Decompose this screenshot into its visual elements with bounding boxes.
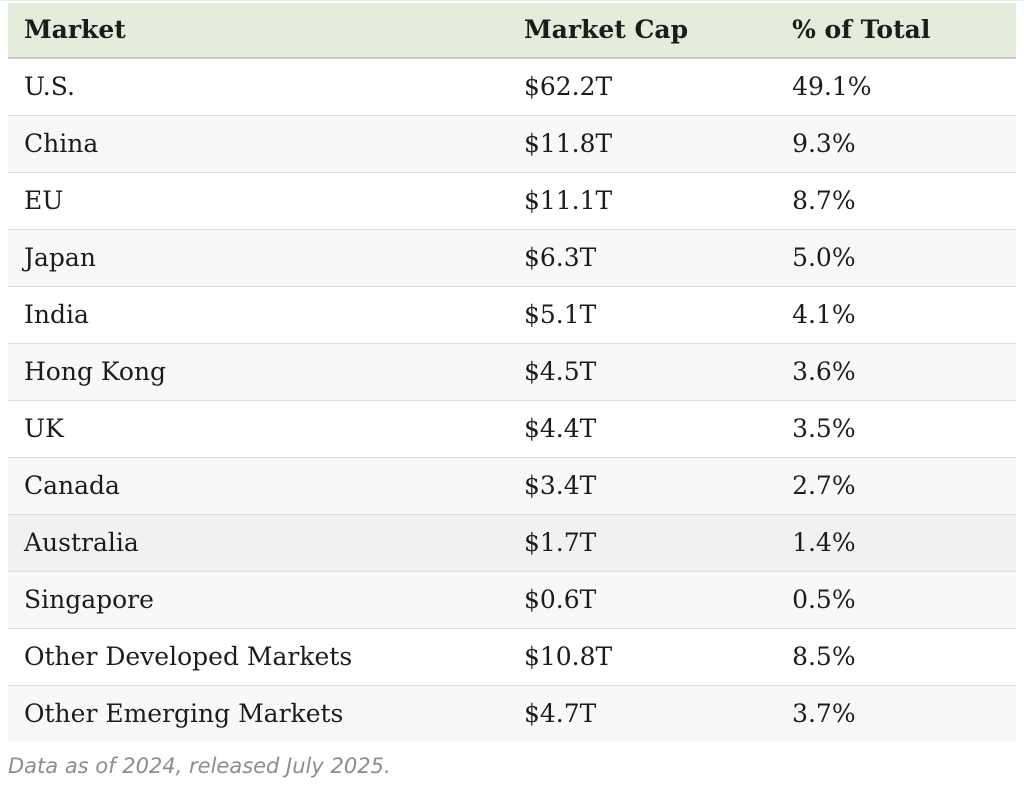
column-header-pct-of-total: % of Total xyxy=(776,3,1016,59)
table-row: EU $11.1T 8.7% xyxy=(8,172,1016,230)
cell-pct-of-total: 49.1% xyxy=(776,58,1016,116)
cell-market-cap: $4.5T xyxy=(507,343,777,401)
cell-pct-of-total: 3.7% xyxy=(792,699,856,728)
cell-market: Singapore xyxy=(8,571,508,629)
table-row: UK $4.4T 3.5% xyxy=(8,400,1016,458)
cell-market-cap: $4.7T xyxy=(523,699,597,728)
cell-market-cap: $6.3T xyxy=(507,229,777,287)
table-row: U.S. $62.2T 49.1% xyxy=(8,58,1016,116)
table-row: Australia $1.7T 1.4% xyxy=(8,514,1016,572)
cell-pct-of-total: 4.1% xyxy=(776,286,1016,344)
cell-market-cap: $11.1T xyxy=(507,172,777,230)
table-row: Japan $6.3T 5.0% xyxy=(8,229,1016,287)
table-row: China $11.8T 9.3% xyxy=(8,115,1016,173)
table-row: India $5.1T 4.1% xyxy=(8,286,1016,344)
cell-market: EU xyxy=(8,172,508,230)
table-row: Singapore $0.6T 0.5% xyxy=(8,571,1016,629)
cell-market-cap: $10.8T xyxy=(507,628,777,686)
cell-pct-of-total: 0.5% xyxy=(776,571,1016,629)
cell-market: India xyxy=(8,286,508,344)
cell-market: China xyxy=(8,115,508,173)
cell-pct-of-total: 3.6% xyxy=(776,343,1016,401)
cell-market: U.S. xyxy=(8,58,508,116)
cell-market-cap: $4.4T xyxy=(507,400,777,458)
column-header-market: Market xyxy=(8,3,508,59)
table-row: Other Emerging Markets $4.7T 3.7% xyxy=(8,685,1016,742)
cell-pct-of-total: 8.5% xyxy=(776,628,1016,686)
cell-market: Other Emerging Markets xyxy=(24,699,344,728)
cell-pct-of-total: 2.7% xyxy=(776,457,1016,515)
cell-market: Canada xyxy=(8,457,508,515)
market-cap-table: Market Market Cap % of Total U.S. $62.2T 4… xyxy=(8,3,1016,742)
cell-market: Japan xyxy=(8,229,508,287)
cell-market-cap: $3.4T xyxy=(507,457,777,515)
cell-market: Australia xyxy=(8,514,508,572)
cell-market: UK xyxy=(8,400,508,458)
cell-pct-of-total: 9.3% xyxy=(776,115,1016,173)
table-row: Canada $3.4T 2.7% xyxy=(8,457,1016,515)
column-header-market-cap: Market Cap xyxy=(507,3,777,59)
table-body: U.S. $62.2T 49.1% China $11.8T 9.3% EU $11.1T 8.… xyxy=(8,58,1016,742)
cell-market-cap: $11.8T xyxy=(507,115,777,173)
table-row: Other Developed Markets $10.8T 8.5% xyxy=(8,628,1016,686)
cell-pct-of-total: 1.4% xyxy=(776,514,1016,572)
cell-market-cap: $1.7T xyxy=(507,514,777,572)
cell-market-cap: $62.2T xyxy=(507,58,777,116)
footnote: Data as of 2024, released July 2025. xyxy=(8,754,391,778)
cell-market: Other Developed Markets xyxy=(8,628,508,686)
cell-market-cap: $0.6T xyxy=(507,571,777,629)
table-row: Hong Kong $4.5T 3.6% xyxy=(8,343,1016,401)
cell-pct-of-total: 8.7% xyxy=(776,172,1016,230)
cell-market-cap: $5.1T xyxy=(507,286,777,344)
cell-pct-of-total: 5.0% xyxy=(776,229,1016,287)
cell-market: Hong Kong xyxy=(8,343,508,401)
cell-pct-of-total: 3.5% xyxy=(776,400,1016,458)
table-header-row: Market Market Cap % of Total xyxy=(8,3,1016,59)
